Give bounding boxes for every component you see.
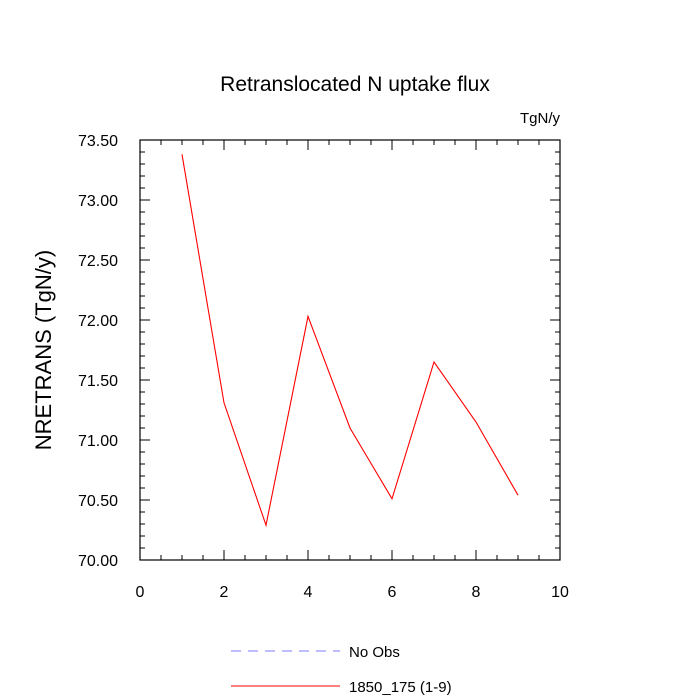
y-tick-label: 70.00 xyxy=(78,553,118,570)
y-axis-label: NRETRANS (TgN/y) xyxy=(31,250,56,450)
chart-title: Retranslocated N uptake flux xyxy=(220,73,490,96)
x-tick-label: 6 xyxy=(388,584,397,601)
minor-ticks xyxy=(140,140,560,560)
plot-frame xyxy=(139,139,561,561)
major-ticks xyxy=(139,139,561,561)
y-tick-label: 72.00 xyxy=(78,313,118,330)
legend-label-0: No Obs xyxy=(349,644,400,661)
series-line-0 xyxy=(181,154,519,528)
y-tick-label: 72.50 xyxy=(78,253,118,270)
y-tick-label: 73.50 xyxy=(78,133,118,150)
x-tick-label: 2 xyxy=(220,584,229,601)
legend-label-1: 1850_175 (1-9) xyxy=(349,679,452,696)
y-tick-label: 71.00 xyxy=(78,433,118,450)
y-tick-labels: 70.00 70.50 71.00 71.50 72.00 72.50 73.00 73.50 xyxy=(78,133,118,570)
y-tick-label: 70.50 xyxy=(78,493,118,510)
series-lines xyxy=(181,154,519,528)
x-tick-label: 8 xyxy=(472,584,481,601)
x-tick-label: 0 xyxy=(136,584,145,601)
y-tick-label: 73.00 xyxy=(78,193,118,210)
legend: No Obs 1850_175 (1-9) xyxy=(231,644,452,696)
x-tick-label: 4 xyxy=(304,584,313,601)
units-label: TgN/y xyxy=(520,110,561,127)
x-tick-label: 10 xyxy=(551,584,569,601)
y-tick-label: 71.50 xyxy=(78,373,118,390)
x-tick-labels: 0 2 4 6 8 10 xyxy=(136,584,569,601)
